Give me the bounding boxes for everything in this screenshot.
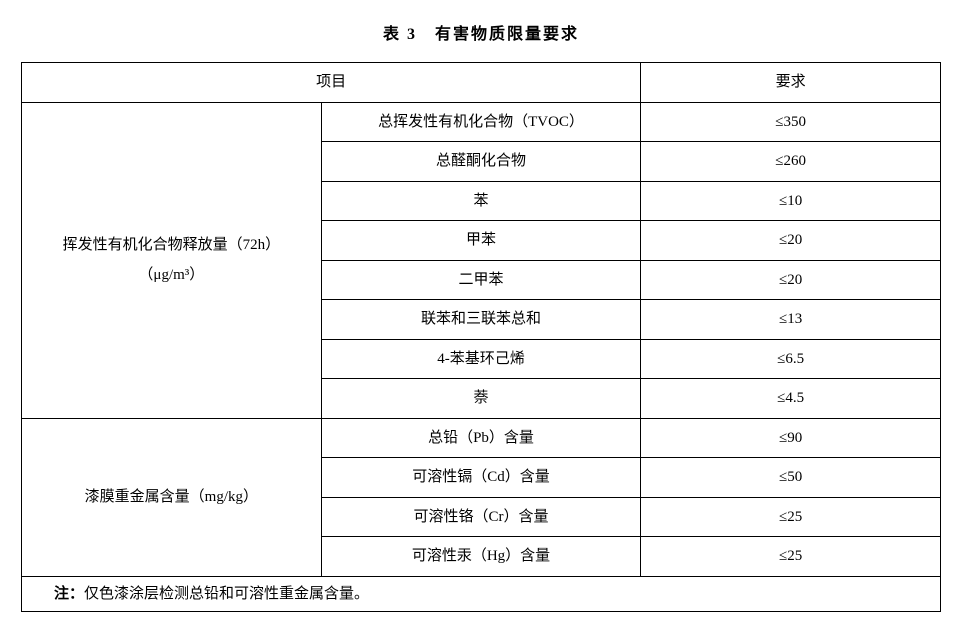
group1-label: 挥发性有机化合物释放量（72h） （μg/m³） <box>22 102 322 418</box>
hazardous-substance-table: 项目 要求 挥发性有机化合物释放量（72h） （μg/m³） 总挥发性有机化合物… <box>21 62 941 612</box>
cell-name: 可溶性镉（Cd）含量 <box>321 458 641 498</box>
cell-req: ≤20 <box>641 221 941 261</box>
cell-req: ≤25 <box>641 537 941 577</box>
cell-req: ≤10 <box>641 181 941 221</box>
note-cell: 注：仅色漆涂层检测总铅和可溶性重金属含量。 <box>22 576 941 612</box>
cell-req: ≤20 <box>641 260 941 300</box>
table-title: 表 3 有害物质限量要求 <box>20 20 942 44</box>
cell-name: 甲苯 <box>321 221 641 261</box>
group1-label-line2: （μg/m³） <box>138 267 204 283</box>
cell-name: 可溶性铬（Cr）含量 <box>321 497 641 537</box>
cell-name: 4-苯基环己烯 <box>321 339 641 379</box>
cell-name: 总挥发性有机化合物（TVOC） <box>321 102 641 142</box>
cell-req: ≤350 <box>641 102 941 142</box>
cell-name: 萘 <box>321 379 641 419</box>
note-text: 仅色漆涂层检测总铅和可溶性重金属含量。 <box>84 586 369 602</box>
table-row: 挥发性有机化合物释放量（72h） （μg/m³） 总挥发性有机化合物（TVOC）… <box>22 102 941 142</box>
cell-req: ≤4.5 <box>641 379 941 419</box>
cell-req: ≤6.5 <box>641 339 941 379</box>
cell-req: ≤25 <box>641 497 941 537</box>
group2-label: 漆膜重金属含量（mg/kg） <box>22 418 322 576</box>
cell-name: 可溶性汞（Hg）含量 <box>321 537 641 577</box>
cell-req: ≤50 <box>641 458 941 498</box>
cell-req: ≤13 <box>641 300 941 340</box>
cell-name: 二甲苯 <box>321 260 641 300</box>
cell-name: 苯 <box>321 181 641 221</box>
cell-req: ≤260 <box>641 142 941 182</box>
group1-label-line1: 挥发性有机化合物释放量（72h） <box>63 237 281 253</box>
cell-name: 总铅（Pb）含量 <box>321 418 641 458</box>
table-header-row: 项目 要求 <box>22 63 941 103</box>
cell-name: 总醛酮化合物 <box>321 142 641 182</box>
cell-name: 联苯和三联苯总和 <box>321 300 641 340</box>
header-item: 项目 <box>22 63 641 103</box>
table-row: 漆膜重金属含量（mg/kg） 总铅（Pb）含量 ≤90 <box>22 418 941 458</box>
note-row: 注：仅色漆涂层检测总铅和可溶性重金属含量。 <box>22 576 941 612</box>
cell-req: ≤90 <box>641 418 941 458</box>
header-requirement: 要求 <box>641 63 941 103</box>
note-label: 注： <box>54 586 84 602</box>
